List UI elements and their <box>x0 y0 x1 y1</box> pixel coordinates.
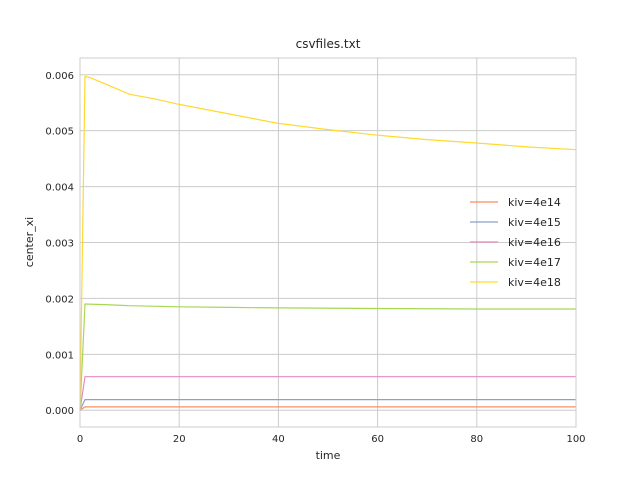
legend: kiv=4e14 kiv=4e15 kiv=4e16 kiv=4e17 kiv=4e18 <box>470 196 561 289</box>
series-line-4 <box>79 75 577 411</box>
y-tick-label: 0.006 <box>45 71 74 82</box>
y-tick-label: 0.001 <box>45 350 74 361</box>
legend-label: kiv=4e14 <box>508 196 561 209</box>
y-tick-label: 0.005 <box>45 127 74 138</box>
legend-label: kiv=4e16 <box>508 236 561 249</box>
legend-label: kiv=4e15 <box>508 216 561 229</box>
series-line-0 <box>79 406 576 411</box>
x-tick-label: 20 <box>173 434 186 445</box>
x-tick-label: 0 <box>77 434 83 445</box>
x-tick-label: 60 <box>371 434 384 445</box>
y-axis-label: center_xi <box>23 217 36 267</box>
x-tick-label: 100 <box>566 434 585 445</box>
legend-label: kiv=4e17 <box>508 256 561 269</box>
x-axis-label: time <box>316 449 341 462</box>
chart-title: csvfiles.txt <box>296 37 361 51</box>
x-tick-label: 40 <box>272 434 285 445</box>
series-line-3 <box>79 303 576 411</box>
series-line-2 <box>79 376 576 411</box>
y-tick-label: 0.000 <box>45 406 74 417</box>
y-tick-label: 0.002 <box>45 294 74 305</box>
series-lines <box>79 75 577 411</box>
x-tick-label: 80 <box>470 434 483 445</box>
series-line-1 <box>79 399 576 411</box>
plot-frame <box>79 57 577 428</box>
tick-labels: 0 20 40 60 80 100 0.000 0.001 0.002 0.003 0.004 0.0… <box>45 71 585 445</box>
y-tick-label: 0.003 <box>45 239 74 250</box>
y-tick-label: 0.004 <box>45 183 74 194</box>
legend-label: kiv=4e18 <box>508 276 561 289</box>
